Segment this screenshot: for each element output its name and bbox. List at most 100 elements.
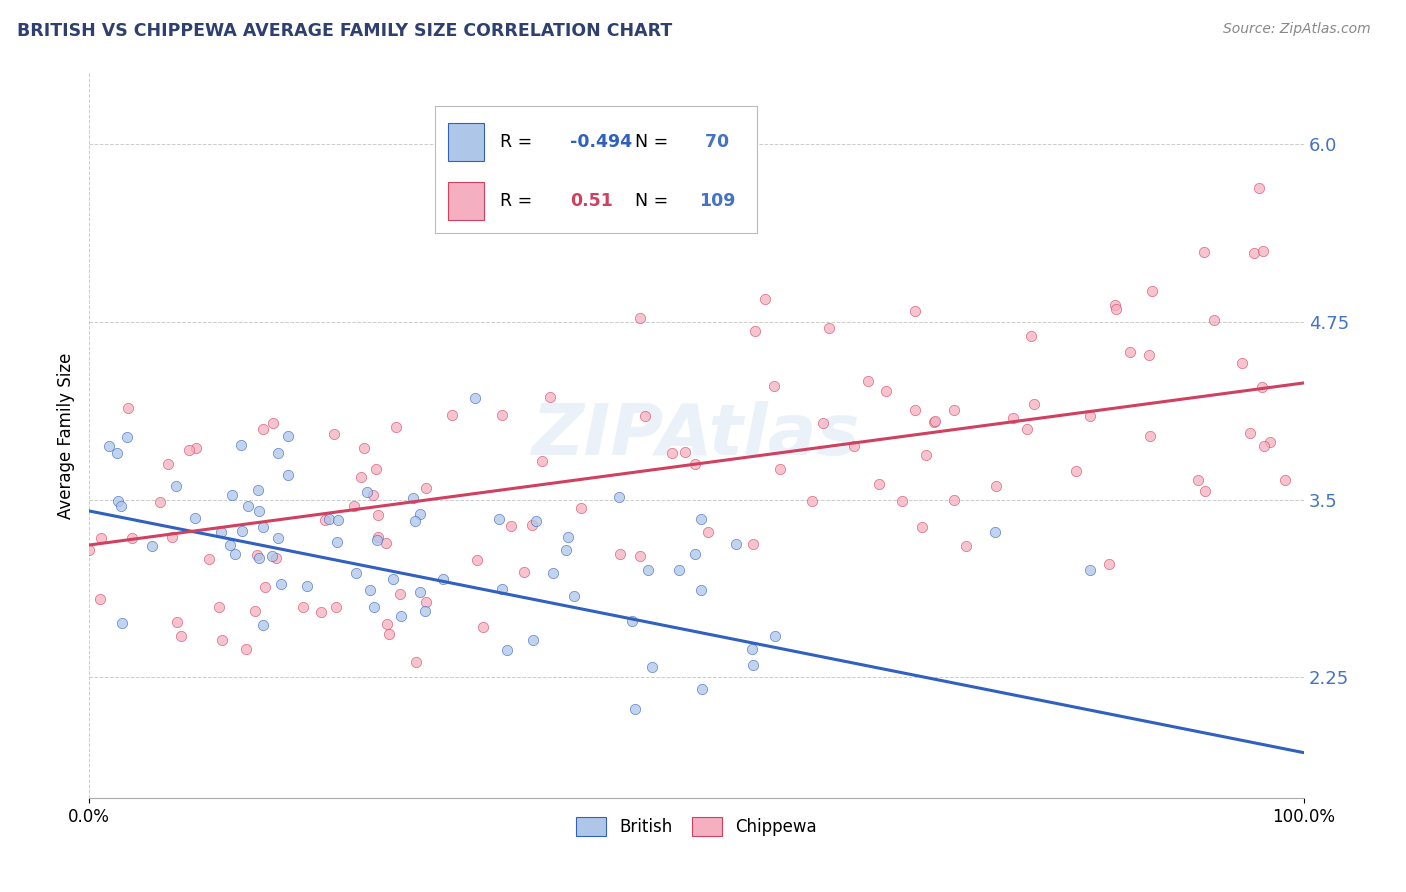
Point (813, 417, 835, 431)
Point (683, 547, 706, 561)
Point (208, 599, 231, 614)
Point (868, 476, 890, 491)
Point (229, 438, 252, 452)
Point (211, 632, 233, 647)
Point (1243, 246, 1265, 260)
Point (673, 445, 696, 459)
Point (571, 501, 593, 516)
Point (1001, 411, 1024, 425)
Point (247, 551, 270, 566)
Point (378, 627, 401, 641)
Point (221, 488, 243, 502)
Point (105, 445, 128, 459)
Point (247, 504, 270, 518)
Point (858, 374, 880, 388)
Point (1080, 563, 1102, 577)
Point (326, 513, 349, 527)
Point (1140, 284, 1163, 298)
Point (243, 604, 266, 618)
Point (1066, 464, 1088, 478)
Legend: British, Chippewa: British, Chippewa (567, 808, 825, 844)
Point (491, 582, 513, 597)
Point (637, 563, 659, 577)
Point (557, 530, 579, 544)
Point (1239, 425, 1261, 440)
Point (1139, 429, 1161, 443)
Point (621, 614, 644, 628)
Point (754, 292, 776, 306)
Point (252, 422, 274, 436)
Point (389, 587, 412, 601)
Point (741, 641, 763, 656)
Point (367, 508, 389, 522)
Point (661, 445, 683, 459)
Point (668, 563, 690, 577)
Point (607, 490, 630, 504)
Point (235, 641, 257, 656)
Point (366, 533, 388, 547)
Point (415, 595, 437, 609)
Point (356, 485, 378, 500)
Point (922, 415, 945, 429)
Point (121, 531, 143, 545)
Point (297, 578, 319, 592)
Point (77, 542, 100, 557)
Point (744, 325, 766, 339)
Point (361, 488, 384, 502)
Point (270, 577, 292, 591)
Point (323, 426, 346, 441)
Point (904, 304, 927, 318)
Point (186, 441, 208, 455)
Point (404, 514, 426, 528)
Point (624, 702, 647, 716)
Point (405, 656, 427, 670)
Point (262, 416, 284, 430)
Point (98, 439, 121, 453)
Point (1017, 422, 1039, 436)
Point (366, 461, 388, 475)
Point (381, 572, 404, 586)
Point (1137, 348, 1160, 362)
Point (1105, 301, 1128, 316)
Point (1104, 298, 1126, 312)
Point (291, 600, 314, 615)
Text: Source: ZipAtlas.com: Source: ZipAtlas.com (1223, 22, 1371, 37)
Point (367, 529, 389, 543)
Point (1187, 473, 1209, 487)
Point (924, 414, 946, 428)
Point (247, 483, 270, 497)
Point (401, 491, 423, 505)
Point (1253, 439, 1275, 453)
Point (246, 548, 269, 562)
Point (609, 547, 631, 561)
Point (628, 311, 651, 326)
Point (325, 599, 347, 614)
Point (413, 604, 436, 618)
Point (318, 511, 340, 525)
Point (89, 591, 111, 606)
Point (522, 517, 544, 532)
Point (1194, 483, 1216, 498)
Point (363, 599, 385, 614)
Point (1202, 313, 1225, 327)
Point (562, 589, 585, 603)
Point (464, 391, 486, 405)
Point (984, 479, 1007, 493)
Point (385, 420, 408, 434)
Point (984, 524, 1007, 539)
Text: ZIPAtlas: ZIPAtlas (531, 401, 860, 470)
Point (488, 511, 510, 525)
Point (375, 616, 398, 631)
Point (350, 470, 373, 484)
Point (309, 605, 332, 619)
Point (353, 441, 375, 455)
Point (277, 468, 299, 483)
Point (432, 572, 454, 586)
Point (763, 629, 786, 643)
Point (554, 542, 576, 557)
Point (209, 525, 232, 540)
Point (904, 403, 927, 417)
Point (359, 582, 381, 597)
Point (218, 538, 240, 552)
Point (875, 384, 897, 398)
